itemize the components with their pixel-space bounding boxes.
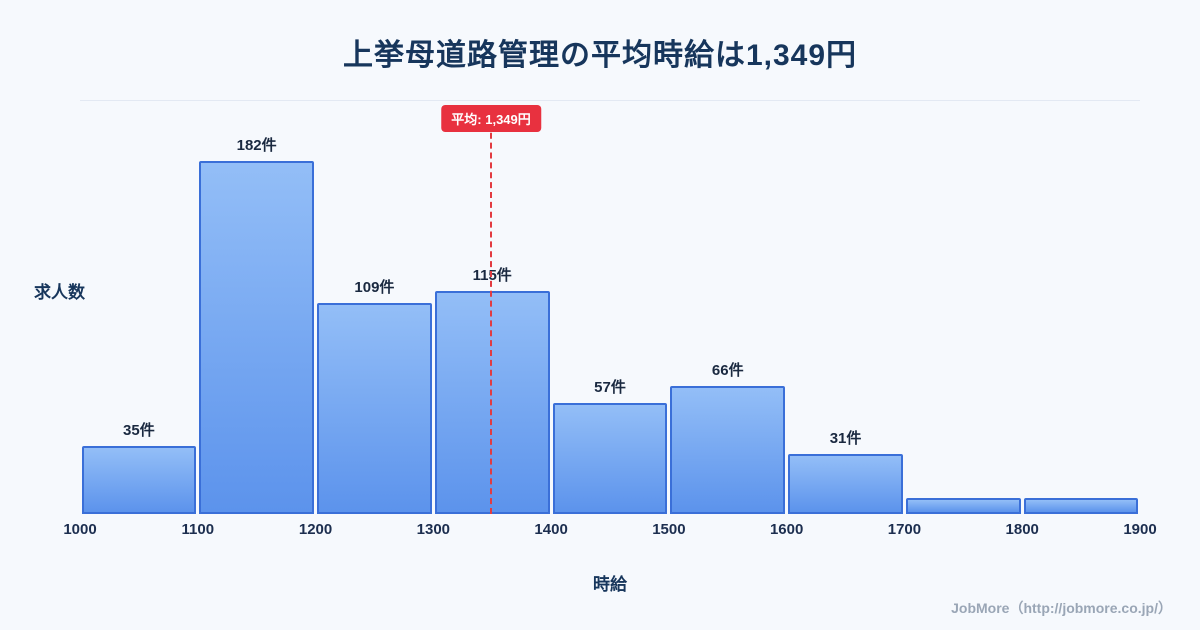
- bar-value-label: 66件: [711, 362, 744, 379]
- x-tick-label: 1700: [887, 521, 922, 538]
- histogram-bar: [670, 386, 786, 514]
- x-tick-label: 1800: [1005, 521, 1039, 538]
- histogram-bar: [788, 453, 903, 514]
- x-axis-ticks: 1000 1100 1200 1300 1400 1500 1600 1700 1800 1900: [63, 521, 1156, 541]
- histogram-bar: [552, 403, 668, 514]
- x-tick-label: 1400: [534, 521, 568, 538]
- histogram-bar: [434, 290, 550, 514]
- histogram-bar: [199, 161, 315, 514]
- average-line: [490, 113, 493, 514]
- x-tick-label: 1300: [416, 521, 451, 538]
- histogram-bar: [81, 446, 197, 514]
- bar-value-label: 57件: [594, 379, 626, 397]
- histogram-bar: [317, 302, 432, 514]
- average-badge: 平均: 1,349円: [441, 105, 541, 132]
- x-tick-label: 1900: [1123, 521, 1157, 538]
- footer-credit: JobMore（http://jobmore.co.jp/）: [951, 600, 1172, 616]
- x-tick-label: 1000: [63, 521, 97, 538]
- bar-value-label: 35件: [123, 422, 155, 440]
- x-tick-label: 1500: [652, 521, 686, 538]
- y-axis-label: 求人数: [34, 283, 85, 302]
- x-tick-label: 1600: [769, 521, 804, 538]
- bar-value-label: 182件: [236, 137, 277, 154]
- chart-title: 上挙母道路管理の平均時給は1,349円: [342, 39, 858, 72]
- bar-value-label: 115件: [472, 266, 512, 284]
- bar-value-label: 31件: [829, 429, 862, 447]
- x-axis-label: 時給: [593, 575, 627, 594]
- x-tick-label: 1200: [298, 521, 333, 538]
- x-tick-label: 1100: [181, 521, 215, 538]
- histogram-bar: [1023, 498, 1139, 514]
- histogram-bar: [905, 498, 1021, 514]
- histogram-plot-area: 平均: 1,349円 35件 182件 109件 115件 57件 66件 31件: [80, 100, 1140, 514]
- bar-value-label: 109件: [354, 278, 395, 296]
